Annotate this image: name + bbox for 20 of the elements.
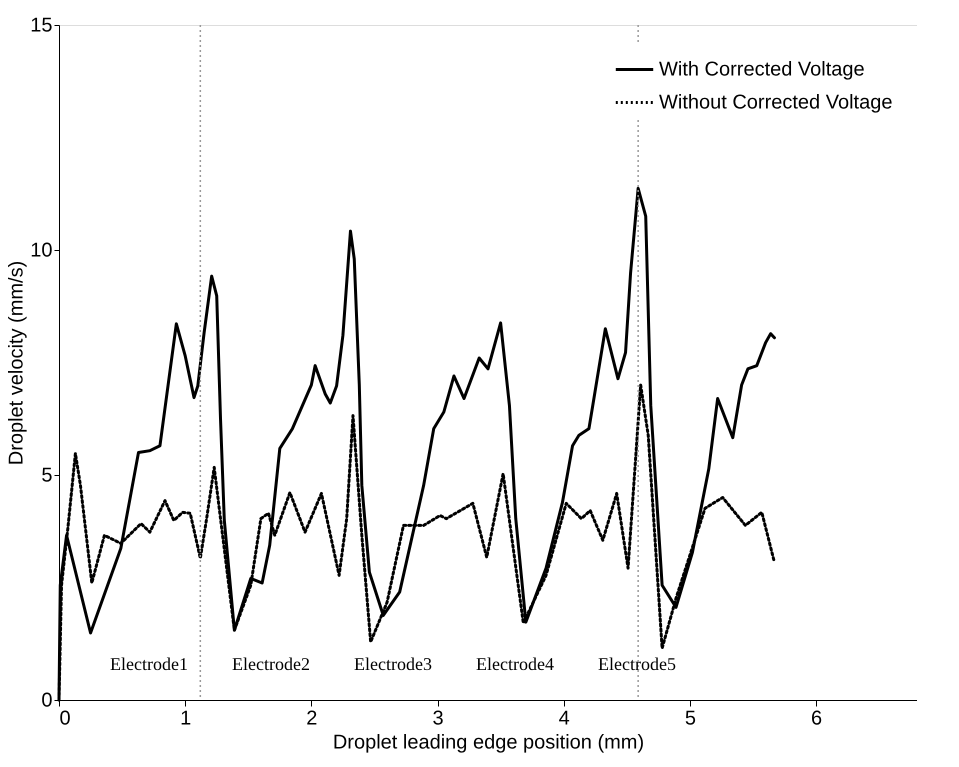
x-tick-label: 2 xyxy=(306,708,318,730)
annotation: Electrode3 xyxy=(354,654,432,674)
legend-label: Without Corrected Voltage xyxy=(659,92,892,114)
x-tick-label: 3 xyxy=(432,708,444,730)
annotation: Electrode1 xyxy=(110,654,188,674)
x-tick-label: 6 xyxy=(810,708,822,730)
y-tick-label: 15 xyxy=(30,14,52,36)
x-tick-label: 1 xyxy=(180,708,192,730)
y-tick-label: 0 xyxy=(41,690,52,712)
y-tick-label: 10 xyxy=(30,240,52,262)
y-tick-label: 5 xyxy=(41,464,52,486)
x-tick-label: 0 xyxy=(60,708,71,730)
legend-label: With Corrected Voltage xyxy=(659,58,865,80)
annotation: Electrode4 xyxy=(476,654,554,674)
x-axis-title: Droplet leading edge position (mm) xyxy=(332,732,644,754)
y-axis-title: Droplet velocity (mm/s) xyxy=(5,260,28,466)
x-tick-label: 5 xyxy=(684,708,696,730)
annotation: Electrode2 xyxy=(232,654,310,674)
x-tick-label: 4 xyxy=(558,708,570,730)
annotation: Electrode5 xyxy=(598,654,676,674)
